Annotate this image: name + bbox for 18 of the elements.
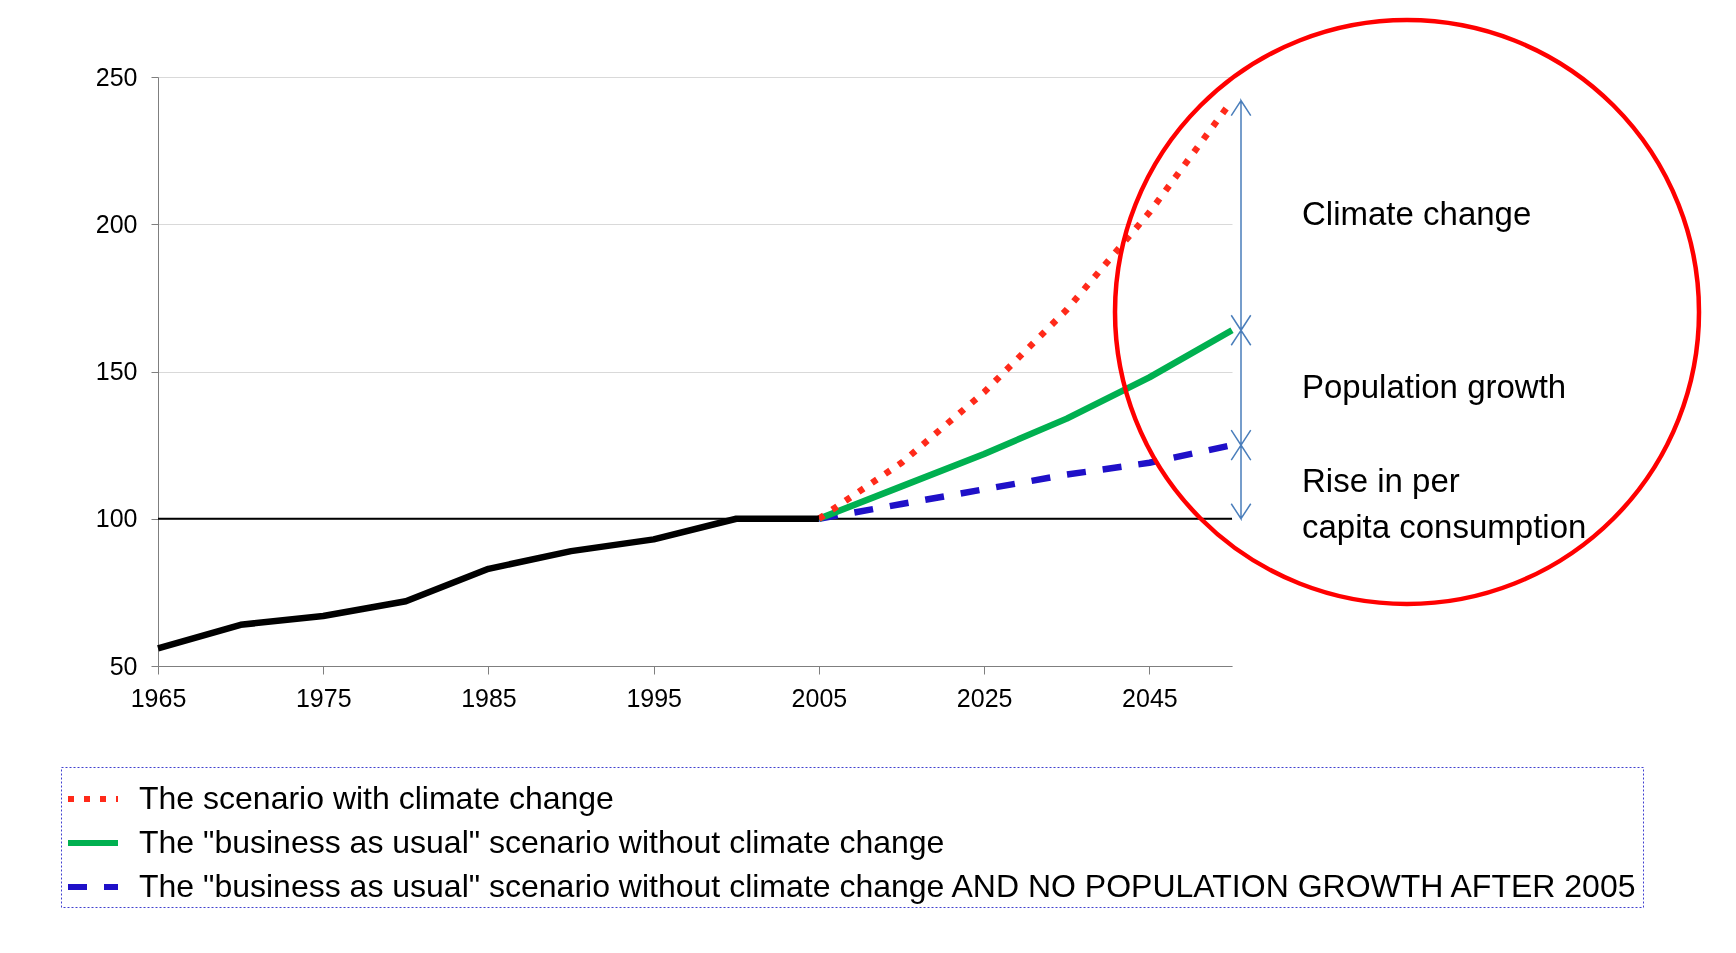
y-tick-label: 150 [95, 357, 138, 385]
y-tick-label: 50 [109, 651, 138, 680]
legend-label: The scenario with climate change [139, 780, 614, 816]
legend-label: The "business as usual" scenario without climate change [139, 824, 945, 860]
x-tick-label: 2025 [956, 683, 1013, 712]
y-tick-label: 200 [95, 209, 138, 238]
x-tick-label: 1975 [295, 683, 352, 712]
text: Population growth [1302, 367, 1567, 405]
y-tick-label: 100 [95, 504, 138, 533]
text: Climate change [1302, 195, 1532, 233]
legend-label: The "business as usual" scenario without climate change AND NO POPULATION GROWTH AFTER 2005 [139, 868, 1636, 904]
x-tick-label: 1995 [626, 683, 682, 712]
y-tick-label: 250 [95, 62, 138, 91]
text: Rise in per capita consumption [1302, 461, 1587, 545]
x-tick-label: 1985 [461, 683, 517, 712]
x-tick-label: 1965 [130, 683, 187, 712]
x-tick-label: 2045 [1122, 683, 1178, 712]
x-tick-label: 2005 [791, 683, 848, 712]
